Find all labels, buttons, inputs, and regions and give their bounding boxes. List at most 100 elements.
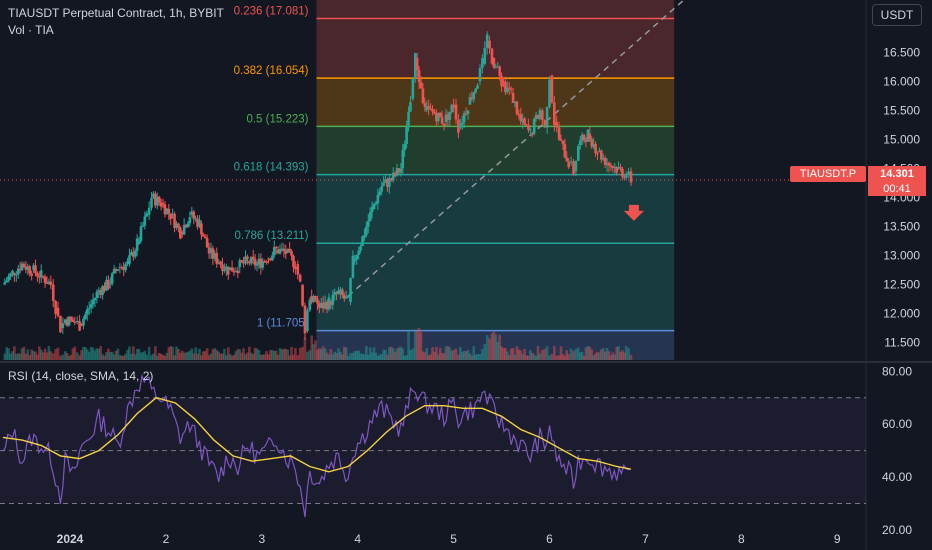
candle: [621, 168, 624, 177]
candle: [9, 273, 12, 277]
volume-bar: [228, 354, 232, 360]
candle: [45, 282, 49, 285]
candle: [226, 266, 230, 275]
down-arrow-icon: [623, 204, 644, 221]
candle: [61, 323, 65, 329]
volume-bar: [603, 351, 607, 360]
candle: [186, 223, 190, 228]
volume-bar: [32, 351, 35, 360]
volume-bar: [251, 353, 255, 360]
volume-bar: [359, 353, 362, 360]
candle: [132, 252, 135, 257]
candle: [433, 111, 436, 114]
candle: [205, 238, 209, 248]
volume-bar: [15, 354, 18, 360]
candle: [421, 88, 425, 104]
candle: [171, 213, 174, 215]
candle: [207, 247, 211, 254]
volume-bar: [248, 346, 251, 360]
rsi-tick-label: 80.00: [882, 364, 912, 378]
bar-countdown-tag: 00:41: [868, 182, 926, 196]
candle: [325, 301, 329, 310]
volume-bar: [203, 351, 207, 360]
candle: [492, 58, 496, 68]
volume-bar: [548, 355, 551, 360]
volume-bar: [188, 350, 192, 360]
candle: [513, 101, 517, 103]
candle: [576, 145, 580, 161]
price-tick-label: 13.500: [883, 219, 920, 233]
candle: [145, 213, 149, 217]
volume-bar: [401, 348, 405, 360]
volume-bar: [159, 353, 163, 360]
volume-bar: [118, 354, 122, 360]
candle: [344, 297, 348, 299]
candle: [200, 223, 203, 235]
volume-bar: [588, 346, 592, 360]
volume-bar: [407, 330, 410, 360]
volume-bar: [200, 355, 203, 360]
volume-bar: [342, 346, 346, 360]
volume-bar: [355, 351, 359, 360]
volume-bar: [97, 348, 101, 360]
volume-bar: [20, 348, 24, 360]
volume-bar: [11, 351, 14, 360]
volume-bar: [198, 348, 201, 360]
volume-bar: [93, 350, 97, 360]
volume-bar: [215, 350, 219, 360]
volume-bar: [105, 352, 108, 360]
volume-bar: [627, 348, 630, 360]
volume-bar: [54, 349, 57, 360]
candle: [135, 238, 139, 251]
volume-bar: [421, 351, 425, 360]
volume-bar: [298, 347, 302, 360]
candle: [481, 58, 484, 69]
volume-bar: [269, 350, 272, 360]
candle: [173, 213, 176, 228]
candle: [561, 140, 565, 145]
candle: [180, 232, 184, 235]
candle: [382, 182, 385, 186]
candle: [476, 85, 479, 89]
candle: [536, 114, 540, 119]
candle: [407, 111, 410, 128]
currency-button[interactable]: USDT: [872, 4, 922, 26]
candle: [413, 53, 417, 79]
candle: [161, 203, 165, 205]
volume-bar: [36, 354, 39, 360]
volume-bar: [460, 351, 464, 360]
candle: [246, 256, 249, 260]
candle: [457, 119, 460, 133]
candle: [249, 256, 253, 264]
candle: [357, 250, 360, 255]
candle: [20, 263, 24, 271]
volume-bar: [89, 346, 93, 360]
volume-bar: [496, 341, 500, 360]
candle: [370, 206, 374, 213]
volume-bar: [288, 355, 291, 360]
candle: [105, 279, 108, 291]
candle: [213, 253, 217, 259]
volume-bar: [450, 350, 454, 360]
candle: [391, 172, 395, 180]
candle: [54, 300, 57, 314]
volume-bar: [73, 346, 77, 360]
volume-bar: [133, 354, 137, 360]
candle: [448, 111, 452, 121]
candle: [623, 176, 626, 178]
volume-bar: [43, 348, 47, 360]
volume-bar: [59, 355, 62, 360]
volume-bar: [177, 348, 180, 360]
candle: [541, 110, 544, 121]
candle: [242, 262, 245, 264]
candle: [236, 270, 240, 274]
volume-bar: [361, 353, 364, 360]
candle: [89, 304, 93, 308]
volume-bar: [219, 353, 222, 360]
volume-bar: [80, 349, 83, 360]
candle: [483, 48, 487, 64]
volume-bar: [607, 351, 611, 360]
candle: [335, 292, 338, 295]
